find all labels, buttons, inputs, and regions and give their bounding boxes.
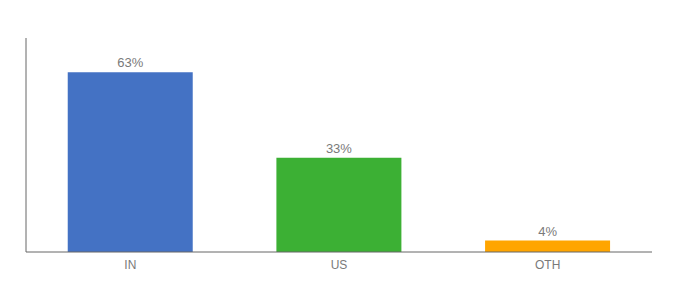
svg-text:33%: 33%	[326, 141, 352, 156]
svg-text:OTH: OTH	[535, 258, 560, 272]
svg-text:63%: 63%	[117, 55, 143, 70]
svg-text:4%: 4%	[538, 224, 557, 239]
svg-text:US: US	[331, 258, 348, 272]
svg-text:IN: IN	[124, 258, 136, 272]
